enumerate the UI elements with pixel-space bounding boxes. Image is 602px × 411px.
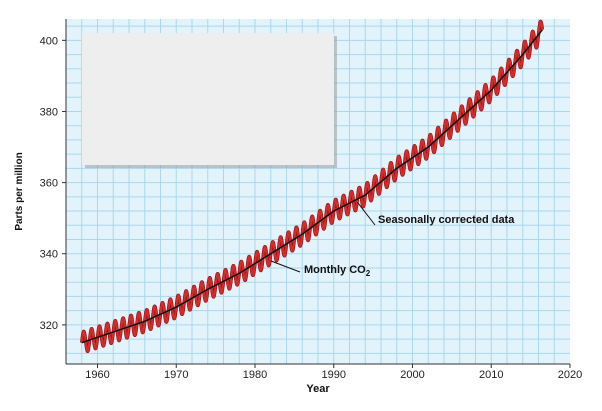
y-tick-label: 380: [40, 106, 58, 118]
x-tick-label: 2000: [400, 369, 424, 381]
leader-line-monthly-co2: [270, 260, 301, 273]
annotation-seasonally-corrected: Seasonally corrected data: [378, 214, 515, 226]
x-tick-label: 2010: [479, 369, 503, 381]
x-axis-title: Year: [306, 383, 330, 395]
annotation-layer: Seasonally corrected data Monthly CO2: [270, 201, 515, 278]
x-tick-label: 2020: [558, 369, 582, 381]
axis-layer: 1960 1970 1980 1990 2000 2010 2020 320 340 360 380…: [40, 19, 582, 381]
y-tick-label: 340: [40, 249, 58, 261]
x-tick-label: 1970: [164, 369, 188, 381]
legend-box: [82, 33, 337, 168]
y-tick-label: 360: [40, 178, 58, 190]
x-tick-label: 1990: [322, 369, 346, 381]
y-tick-label: 320: [40, 320, 58, 332]
annotation-subscript: 2: [366, 269, 371, 278]
annotation-monthly-co2: Monthly CO2: [304, 264, 371, 278]
x-tick-label: 1960: [85, 369, 109, 381]
y-tick-label: 400: [40, 35, 58, 47]
legend-box-panel: [82, 33, 334, 165]
leader-line-seasonally-corrected: [356, 201, 376, 226]
seasonally-corrected-line: [81, 29, 544, 344]
monthly-co2-line: [80, 20, 544, 353]
y-axis-title: Parts per million: [14, 152, 25, 230]
x-tick-label: 1980: [243, 369, 267, 381]
series-layer: [80, 19, 545, 354]
